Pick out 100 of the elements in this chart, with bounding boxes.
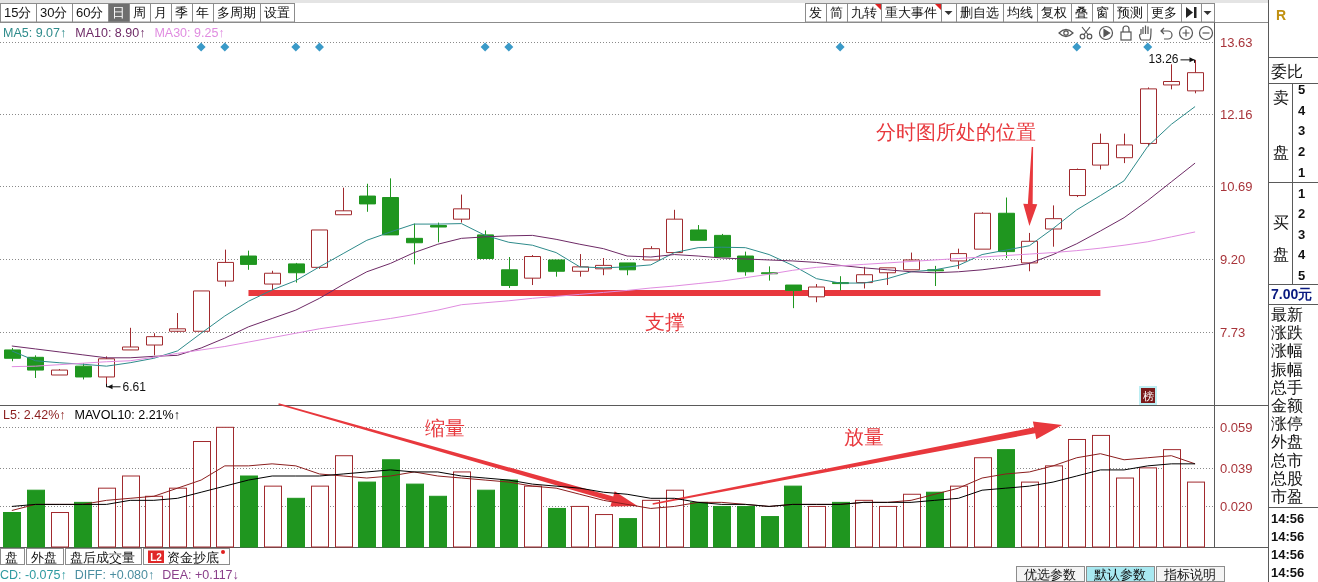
text: 周 <box>133 5 146 20</box>
bar <box>1068 438 1086 548</box>
text: MA30: 9.25↑ <box>154 25 225 40</box>
text: 14:56 <box>1271 565 1305 580</box>
candlestick <box>264 270 281 291</box>
text: 叠 <box>1075 5 1088 20</box>
text: 默认参数 <box>1093 568 1146 582</box>
text: 设置 <box>264 5 290 20</box>
annotation: 分时图所处的位置 <box>876 121 1037 143</box>
candlestick <box>311 229 328 270</box>
bar <box>642 499 660 548</box>
candlestick <box>548 259 565 278</box>
text: 卖盘 <box>1273 89 1289 161</box>
text: 30分 <box>40 5 68 20</box>
bar <box>358 481 376 548</box>
text: 1 <box>1298 165 1306 180</box>
bar <box>666 489 684 548</box>
text: 买盘 <box>1273 214 1289 263</box>
bar <box>216 426 234 548</box>
annotation: 支撑 <box>644 311 685 333</box>
candlestick <box>1092 133 1109 171</box>
candlestick <box>974 211 991 250</box>
text: 总股 <box>1270 469 1303 487</box>
text: 14:56 <box>1271 529 1305 544</box>
text: 发 <box>809 5 822 20</box>
text: 季 <box>175 5 188 20</box>
candlestick <box>430 222 447 243</box>
candlestick <box>359 183 376 213</box>
bar <box>74 501 92 548</box>
line-series <box>11 463 1196 507</box>
text: 月 <box>154 5 167 20</box>
text: 市盈 <box>1271 488 1303 505</box>
text: 更多 <box>1151 5 1177 20</box>
text: 3 <box>1298 123 1306 138</box>
candlestick <box>193 290 210 332</box>
y-tick-label: 7.73 <box>1220 325 1246 340</box>
candlestick <box>453 194 470 224</box>
candlestick <box>240 250 257 271</box>
text: 3 <box>1298 227 1306 242</box>
bar <box>1187 481 1205 548</box>
bar <box>406 483 424 548</box>
candlestick <box>1140 86 1157 147</box>
bar <box>335 455 353 548</box>
bar <box>1116 477 1134 548</box>
candlestick <box>1116 133 1133 164</box>
bar <box>595 514 613 548</box>
text: 简 <box>830 5 843 20</box>
bar <box>1139 467 1157 548</box>
candlestick <box>288 262 305 284</box>
bar <box>1092 434 1110 548</box>
bar <box>240 475 258 548</box>
bar <box>571 505 589 548</box>
text: 4 <box>1298 247 1306 262</box>
bar <box>382 459 400 548</box>
text: 外盘 <box>31 549 57 565</box>
annotation: 榜 <box>1142 390 1154 402</box>
y-tick-label: 0.020 <box>1220 499 1253 514</box>
candlestick <box>690 224 707 241</box>
bar <box>98 487 116 548</box>
candlestick <box>122 327 139 351</box>
candlestick <box>572 253 589 278</box>
line-series <box>11 162 1196 359</box>
y-tick-label: 0.039 <box>1220 461 1253 476</box>
line-series <box>11 106 1196 367</box>
candlestick <box>808 283 825 303</box>
candlestick <box>666 209 683 254</box>
candlestick <box>477 229 494 259</box>
text: 涨跌 <box>1271 324 1303 342</box>
candlestick <box>524 254 541 286</box>
bar <box>619 518 637 548</box>
text: 7.00元 <box>1271 286 1313 302</box>
candlestick <box>335 187 352 216</box>
candlestick <box>382 177 399 236</box>
text: 年 <box>196 5 209 20</box>
bar <box>761 516 779 548</box>
text: MAVOL10: 2.21%↑ <box>74 407 180 422</box>
bar <box>453 471 471 548</box>
text: 总市 <box>1270 451 1303 469</box>
candlestick <box>75 362 92 380</box>
candlestick <box>51 368 68 376</box>
text: 委比 <box>1271 63 1303 80</box>
bar <box>832 501 850 548</box>
bar <box>1021 481 1039 548</box>
y-tick-label: 10.69 <box>1220 179 1253 194</box>
bar <box>950 485 968 548</box>
text: 盘 <box>5 549 18 565</box>
text: 删自选 <box>960 5 999 20</box>
candlestick <box>146 332 163 356</box>
text: MA10: 8.90↑ <box>75 25 146 40</box>
bar <box>808 505 826 548</box>
bar <box>287 497 305 548</box>
text: 重大事件 <box>885 5 937 20</box>
candlestick <box>1069 168 1086 198</box>
text: 金额 <box>1271 397 1303 414</box>
bar <box>524 485 542 548</box>
line-series <box>11 231 1196 368</box>
text: 复权 <box>1041 5 1067 20</box>
text: DEA: +0.117↓ <box>162 567 239 582</box>
text: 总手 <box>1270 378 1303 396</box>
bar <box>477 489 495 548</box>
